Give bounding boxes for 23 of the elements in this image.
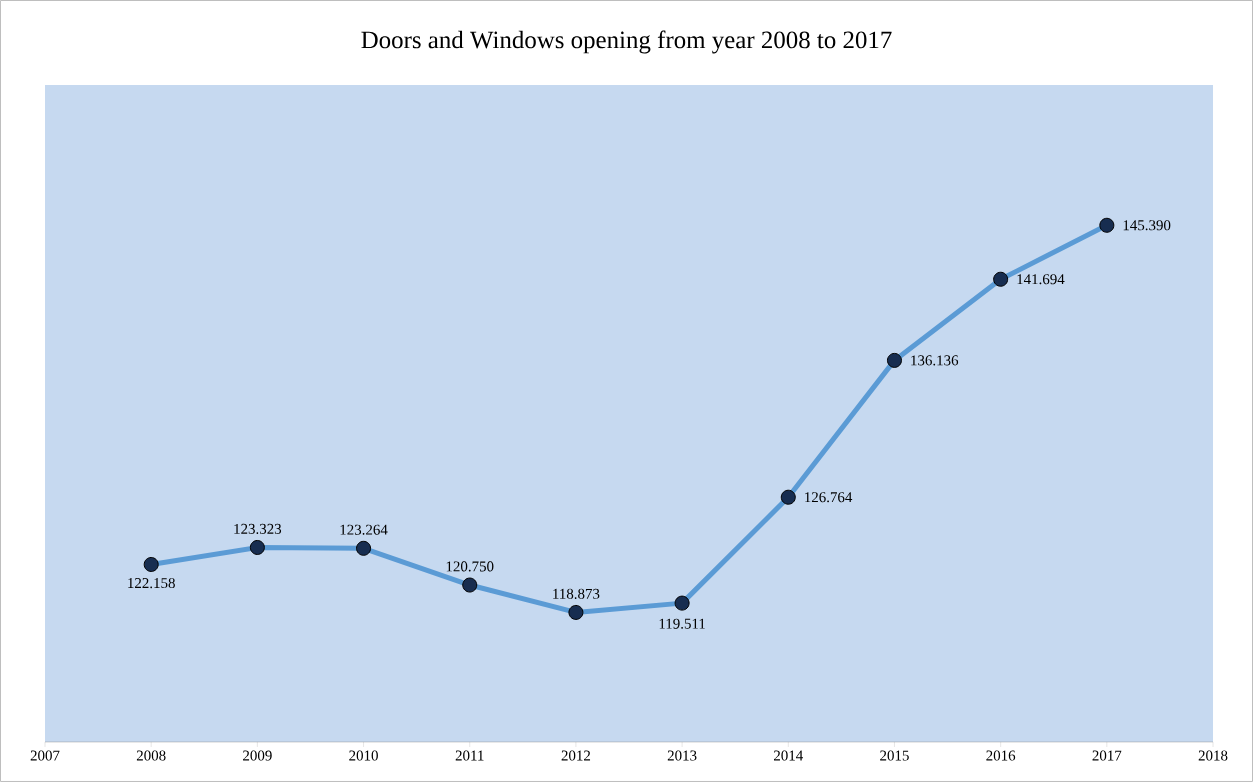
x-tick-label: 2015 xyxy=(880,750,909,761)
data-label: 136.136 xyxy=(911,355,959,366)
data-label: 120.750 xyxy=(446,561,494,572)
chart-title: Doors and Windows opening from year 2008 to 2017 xyxy=(361,30,892,54)
data-label: 123.323 xyxy=(234,523,282,534)
x-tick-label: 2018 xyxy=(1198,750,1228,761)
data-label: 145.390 xyxy=(1123,220,1171,231)
x-tick-label: 2017 xyxy=(1092,750,1122,761)
x-tick-label: 2010 xyxy=(349,750,378,761)
data-label: 126.764 xyxy=(805,492,853,503)
data-label: 119.511 xyxy=(659,618,705,629)
x-tick-label: 2014 xyxy=(774,750,803,761)
x-tick-label: 2016 xyxy=(986,750,1016,761)
x-tick-label: 2008 xyxy=(136,750,166,761)
data-label: 118.873 xyxy=(553,588,600,599)
data-label: 141.694 xyxy=(1017,274,1065,285)
data-label: 122.158 xyxy=(128,578,175,589)
x-tick-label: 2012 xyxy=(561,750,591,761)
x-tick-label: 2013 xyxy=(667,750,697,761)
x-tick-label: 2009 xyxy=(243,750,272,761)
x-tick-label: 2011 xyxy=(455,750,484,761)
data-label: 123.264 xyxy=(340,524,388,535)
x-tick-label: 2007 xyxy=(30,750,60,761)
